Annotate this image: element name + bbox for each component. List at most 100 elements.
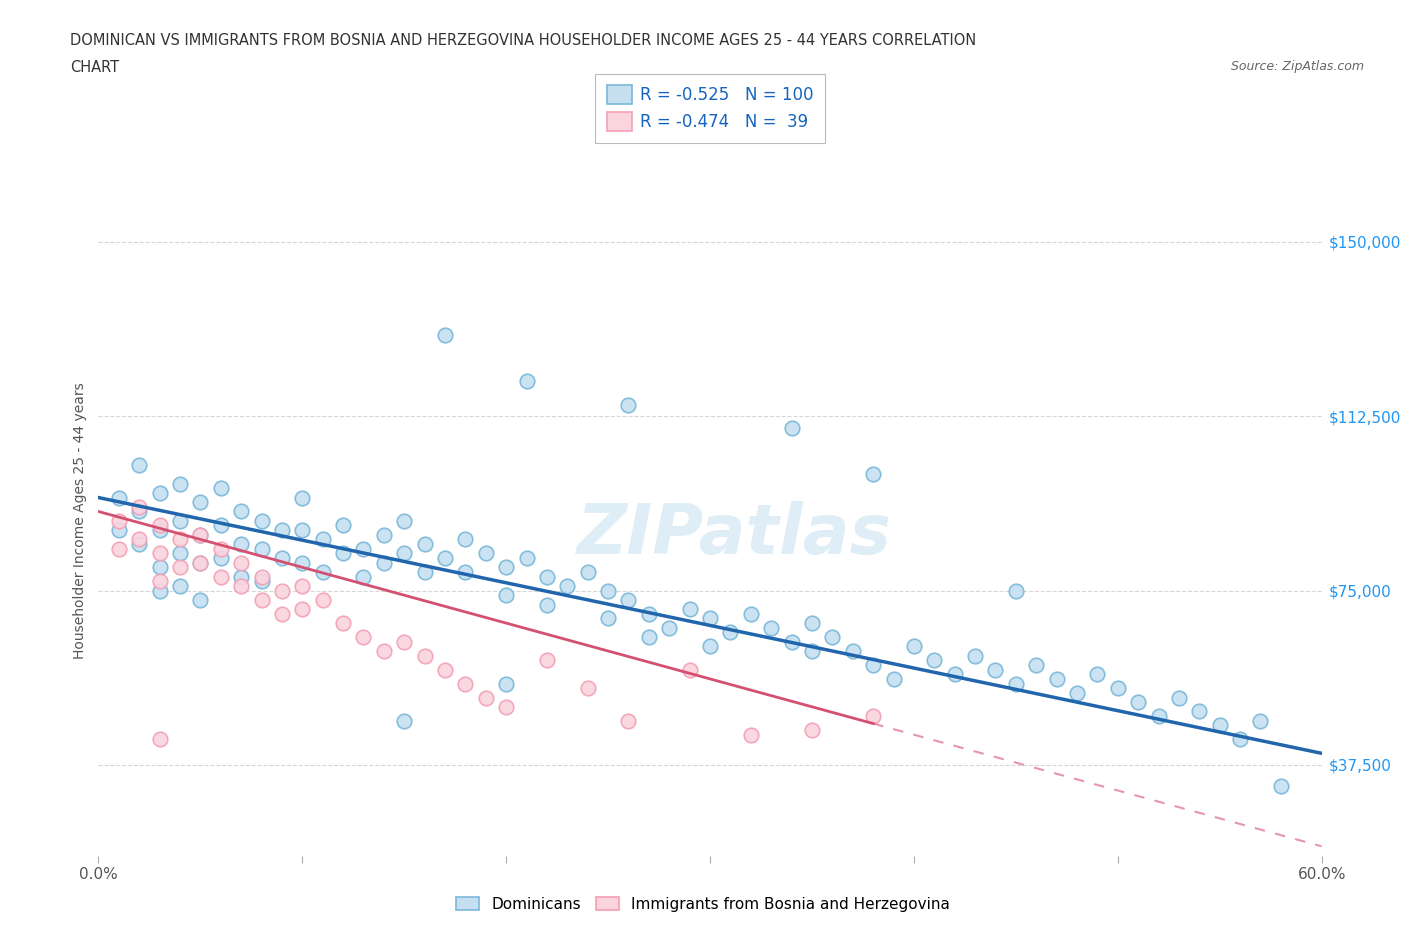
Point: [291, 555, 314, 570]
Point: [637, 606, 661, 621]
Point: [883, 671, 905, 686]
Point: [250, 574, 273, 589]
Point: [291, 523, 314, 538]
Point: [231, 504, 253, 519]
Point: [516, 374, 538, 389]
Text: CHART: CHART: [70, 60, 120, 75]
Point: [352, 569, 374, 584]
Point: [1004, 676, 1026, 691]
Point: [270, 551, 294, 565]
Point: [984, 662, 1007, 677]
Point: [699, 639, 721, 654]
Point: [413, 565, 436, 579]
Point: [576, 681, 599, 696]
Point: [352, 630, 374, 644]
Point: [108, 490, 131, 505]
Point: [149, 574, 172, 589]
Point: [209, 481, 232, 496]
Point: [108, 513, 131, 528]
Point: [373, 644, 395, 658]
Point: [1188, 704, 1211, 719]
Point: [128, 499, 150, 514]
Point: [780, 420, 803, 435]
Point: [231, 569, 253, 584]
Point: [1229, 732, 1251, 747]
Point: [801, 644, 824, 658]
Point: [188, 592, 212, 607]
Point: [332, 616, 354, 631]
Point: [291, 490, 314, 505]
Point: [413, 648, 436, 663]
Point: [373, 527, 395, 542]
Point: [434, 327, 457, 342]
Point: [149, 485, 172, 500]
Point: [332, 518, 354, 533]
Point: [1249, 713, 1271, 728]
Point: [576, 565, 599, 579]
Point: [1085, 667, 1108, 682]
Point: [149, 523, 172, 538]
Point: [128, 458, 150, 472]
Point: [128, 532, 150, 547]
Point: [718, 625, 742, 640]
Point: [169, 513, 191, 528]
Point: [862, 467, 884, 482]
Point: [780, 634, 803, 649]
Point: [250, 592, 273, 607]
Point: [1025, 658, 1047, 672]
Point: [209, 569, 232, 584]
Point: [1209, 718, 1232, 733]
Point: [740, 606, 762, 621]
Point: [536, 569, 558, 584]
Point: [679, 602, 702, 617]
Point: [270, 583, 294, 598]
Point: [1066, 685, 1088, 700]
Point: [373, 555, 395, 570]
Point: [392, 546, 416, 561]
Point: [1128, 695, 1150, 710]
Text: DOMINICAN VS IMMIGRANTS FROM BOSNIA AND HERZEGOVINA HOUSEHOLDER INCOME AGES 25 -: DOMINICAN VS IMMIGRANTS FROM BOSNIA AND …: [70, 33, 977, 47]
Point: [1107, 681, 1129, 696]
Point: [474, 546, 498, 561]
Point: [149, 546, 172, 561]
Point: [1167, 690, 1189, 705]
Point: [841, 644, 863, 658]
Point: [188, 527, 212, 542]
Point: [495, 588, 517, 603]
Point: [312, 532, 335, 547]
Point: [108, 523, 131, 538]
Point: [434, 551, 457, 565]
Point: [169, 560, 191, 575]
Point: [516, 551, 538, 565]
Point: [392, 713, 416, 728]
Point: [169, 532, 191, 547]
Point: [291, 602, 314, 617]
Point: [617, 713, 640, 728]
Point: [495, 699, 517, 714]
Point: [679, 662, 702, 677]
Point: [149, 560, 172, 575]
Point: [801, 616, 824, 631]
Point: [1004, 583, 1026, 598]
Point: [231, 537, 253, 551]
Point: [617, 592, 640, 607]
Legend: Dominicans, Immigrants from Bosnia and Herzegovina: Dominicans, Immigrants from Bosnia and H…: [450, 890, 956, 918]
Point: [169, 546, 191, 561]
Point: [821, 630, 844, 644]
Point: [149, 583, 172, 598]
Point: [495, 676, 517, 691]
Point: [555, 578, 579, 593]
Legend: R = -0.525   N = 100, R = -0.474   N =  39: R = -0.525 N = 100, R = -0.474 N = 39: [595, 73, 825, 143]
Point: [392, 513, 416, 528]
Point: [270, 523, 294, 538]
Point: [209, 551, 232, 565]
Point: [943, 667, 966, 682]
Point: [862, 658, 884, 672]
Point: [761, 620, 783, 635]
Point: [699, 611, 721, 626]
Point: [658, 620, 681, 635]
Point: [922, 653, 945, 668]
Point: [188, 555, 212, 570]
Point: [312, 565, 335, 579]
Point: [291, 578, 314, 593]
